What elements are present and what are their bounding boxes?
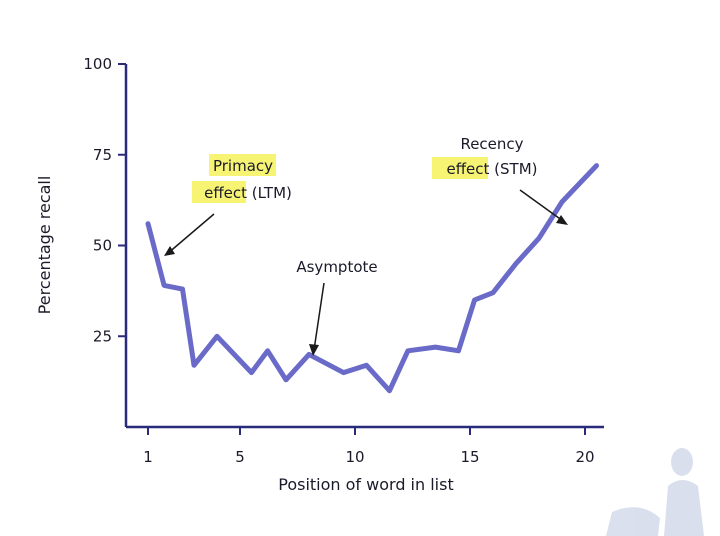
x-tick-label: 20 bbox=[575, 448, 594, 466]
annotation-recency-line1: Recency bbox=[460, 135, 523, 153]
annotation-recency-line2: effect (STM) bbox=[446, 160, 537, 178]
y-tick-label: 75 bbox=[93, 146, 112, 164]
annotation-recency-arrow bbox=[519, 189, 564, 222]
x-tick-label: 10 bbox=[345, 448, 364, 466]
y-axis-title: Percentage recall bbox=[35, 176, 54, 315]
annotation-asymptote-label: Asymptote bbox=[296, 258, 377, 276]
annotation-primacy-arrow bbox=[166, 213, 215, 255]
annotation-primacy: Primacy effect (LTM) bbox=[164, 154, 292, 256]
annotation-recency: Recency effect (STM) bbox=[432, 135, 568, 225]
series-line bbox=[145, 163, 599, 394]
x-ticks: 1 5 10 15 20 bbox=[143, 427, 595, 466]
y-ticks: 25 50 75 100 bbox=[83, 55, 126, 345]
highlight-primacy-1 bbox=[209, 154, 276, 176]
y-tick-label: 100 bbox=[83, 55, 112, 73]
y-tick-label: 25 bbox=[93, 327, 112, 345]
annotation-asymptote: Asymptote bbox=[296, 258, 378, 356]
x-axis-title: Position of word in list bbox=[278, 475, 453, 494]
annotation-primacy-line2: effect (LTM) bbox=[204, 184, 292, 202]
x-tick-label: 1 bbox=[143, 448, 153, 466]
x-tick-label: 5 bbox=[235, 448, 245, 466]
annotation-primacy-arrowhead bbox=[164, 246, 175, 256]
highlight-recency bbox=[432, 157, 488, 179]
annotation-primacy-line1: Primacy bbox=[213, 157, 273, 175]
y-tick-label: 50 bbox=[93, 237, 112, 255]
x-tick-label: 15 bbox=[460, 448, 479, 466]
annotation-recency-arrowhead bbox=[556, 215, 568, 225]
annotation-asymptote-arrow bbox=[313, 282, 325, 351]
annotation-asymptote-arrowhead bbox=[309, 344, 319, 356]
watermark-figure bbox=[606, 448, 704, 536]
highlight-primacy-2 bbox=[192, 181, 246, 203]
